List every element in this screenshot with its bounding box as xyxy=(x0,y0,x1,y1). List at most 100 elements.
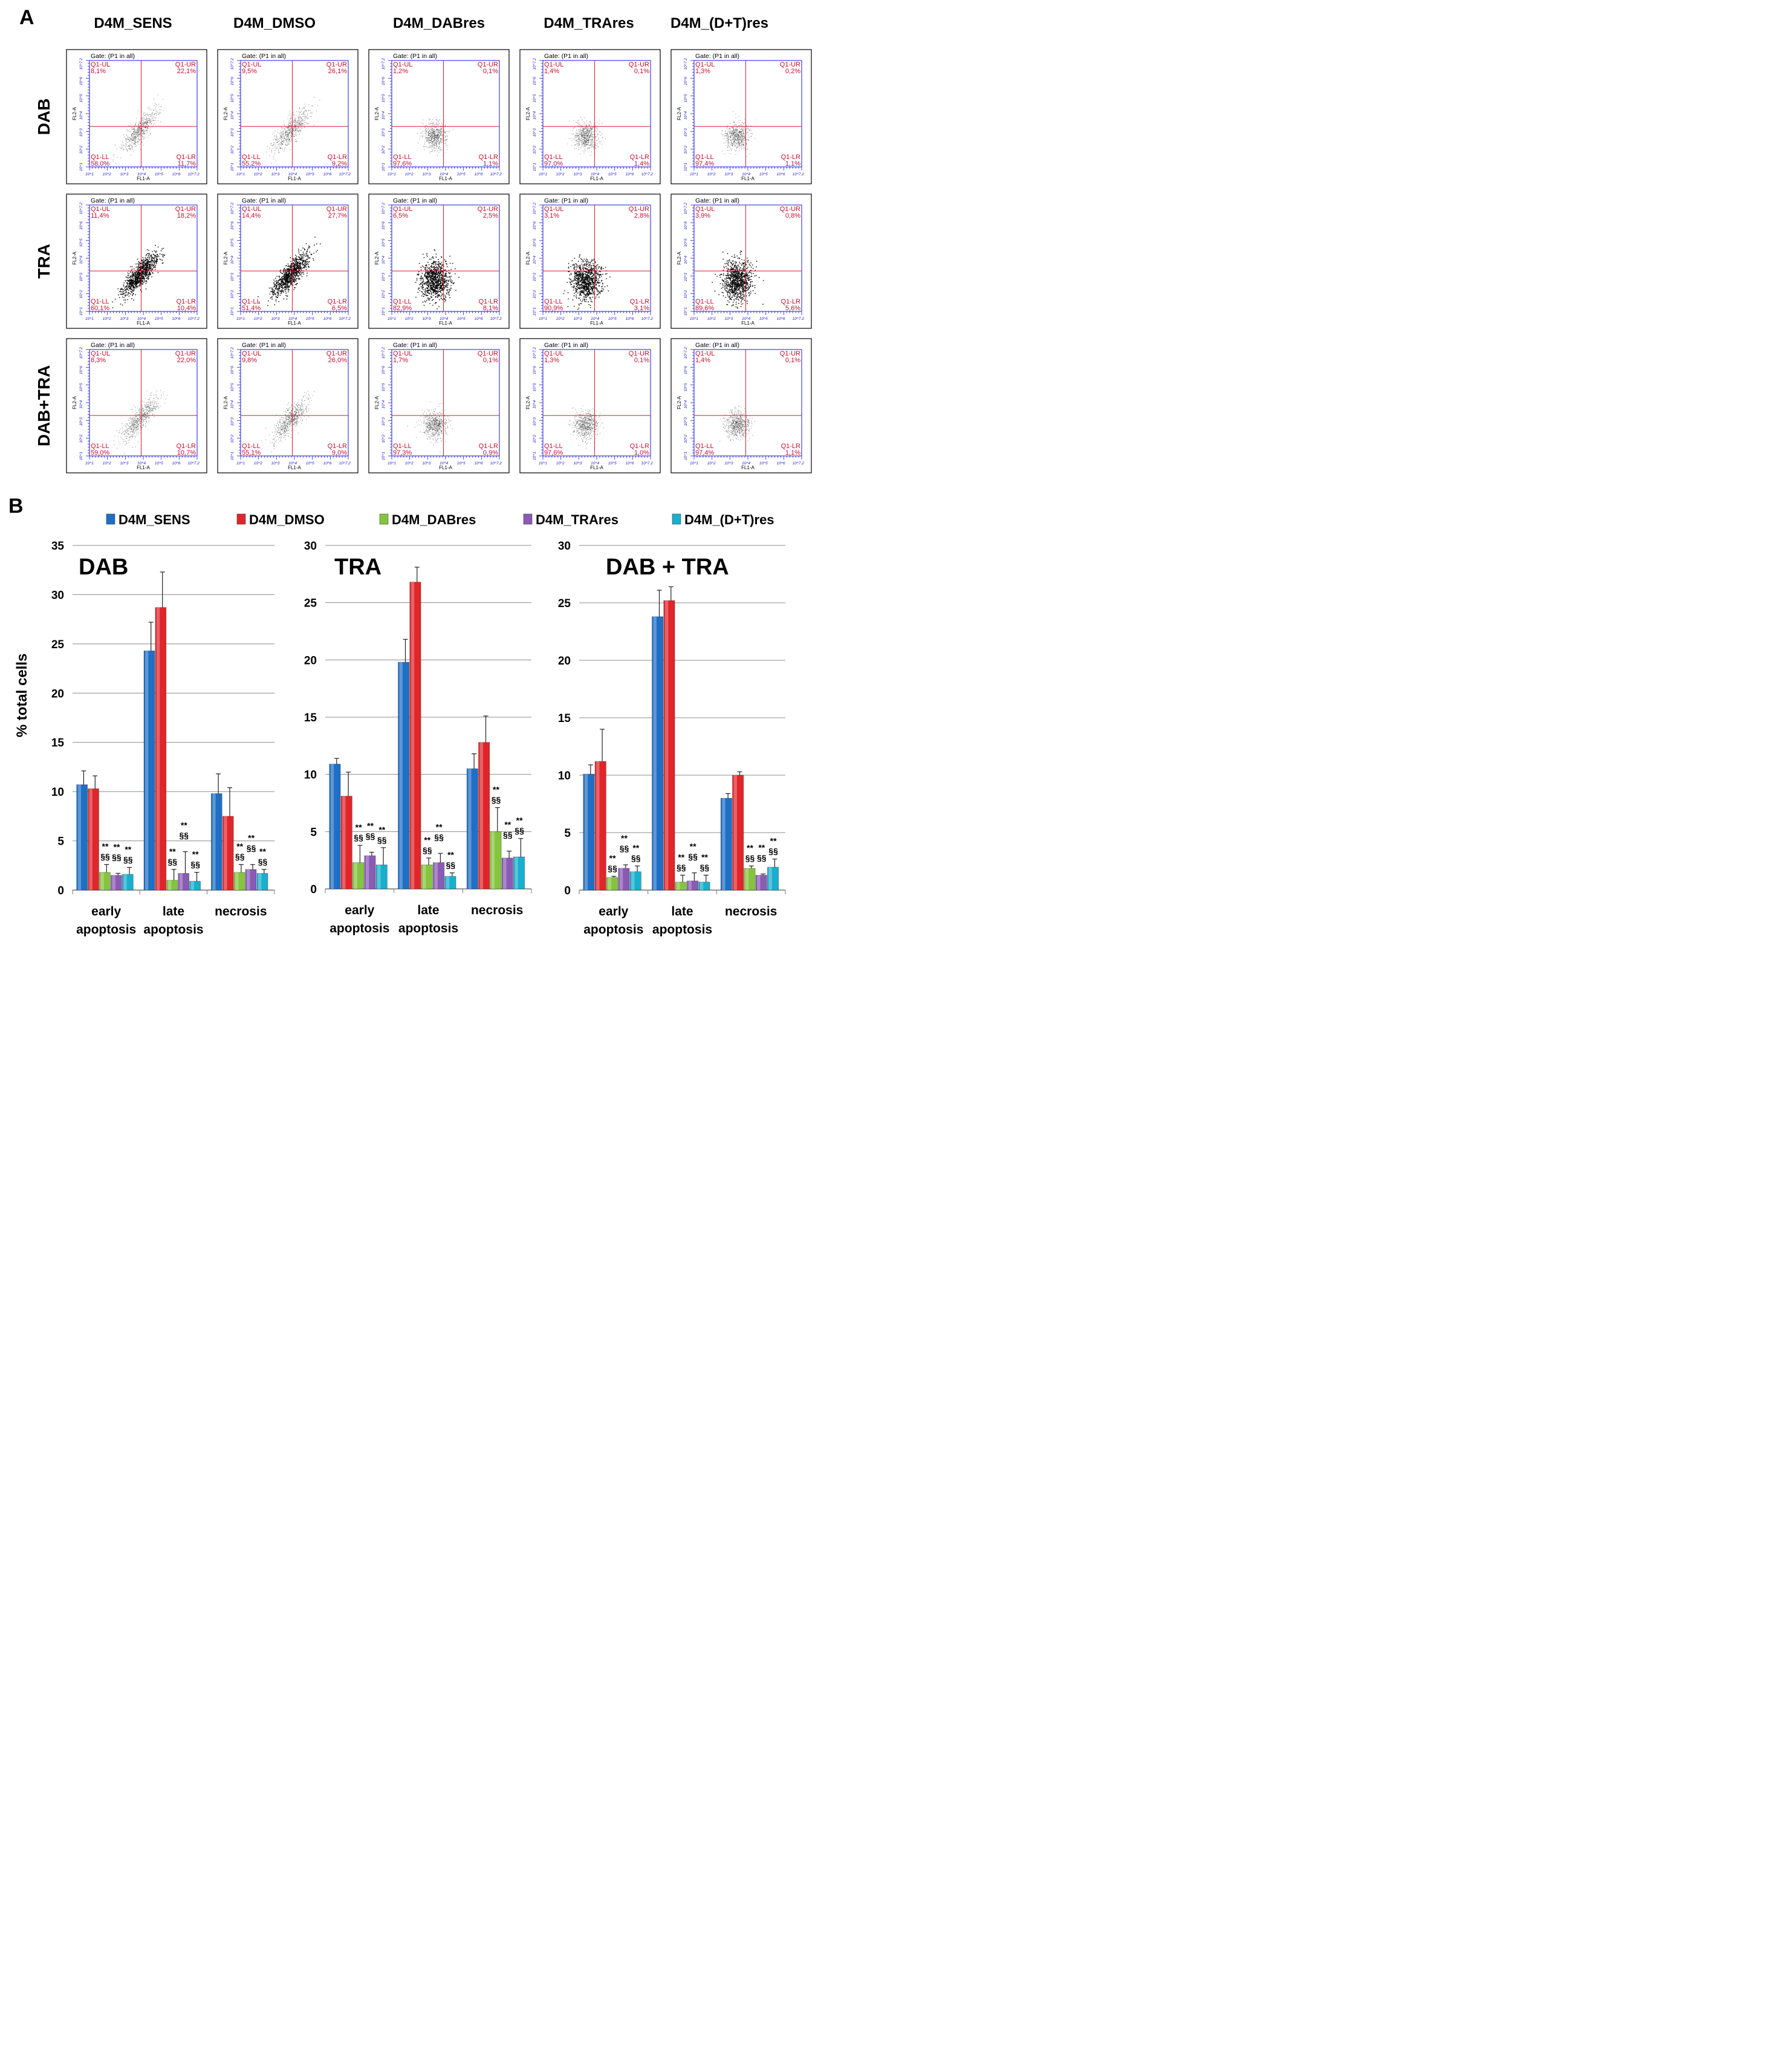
event-dot xyxy=(741,142,742,143)
event-dot xyxy=(447,145,449,146)
quadrant-ur-name: Q1-UR xyxy=(175,61,196,68)
event-dot xyxy=(599,123,600,125)
event-dot xyxy=(432,129,433,131)
event-dot xyxy=(439,129,440,131)
quadrant-ll-value: 97,0% xyxy=(544,160,563,167)
event-dot xyxy=(138,125,139,126)
quadrant-ll-value: 55,2% xyxy=(242,160,261,167)
event-dot xyxy=(433,144,434,145)
event-dot xyxy=(580,117,582,118)
event-dot xyxy=(149,254,150,256)
event-dot xyxy=(288,129,289,130)
event-dot xyxy=(135,286,137,288)
event-dot xyxy=(302,112,304,114)
event-dot xyxy=(149,122,151,123)
event-dot xyxy=(137,273,139,275)
event-dot xyxy=(424,146,426,147)
event-dot xyxy=(130,284,132,286)
event-dot xyxy=(438,134,439,135)
flow-plot: Gate: (P1 in all) 10^110^1 10^2 10^2 10^3 10^… xyxy=(217,193,359,329)
event-dot xyxy=(592,138,594,139)
event-dot xyxy=(134,143,135,144)
event-dot xyxy=(151,264,152,265)
event-dot xyxy=(297,128,298,129)
event-dot xyxy=(147,259,149,261)
event-dot xyxy=(305,110,307,111)
event-dot xyxy=(294,117,296,119)
event-dot xyxy=(300,131,301,132)
event-dot xyxy=(294,121,296,122)
event-dot xyxy=(274,149,276,151)
event-dot xyxy=(296,284,297,285)
event-dot xyxy=(132,129,133,130)
event-dot xyxy=(585,140,586,141)
x-tick-label: 10^7.2 xyxy=(188,317,200,321)
event-dot xyxy=(316,251,317,253)
event-dot xyxy=(599,141,600,142)
event-dot xyxy=(120,294,122,295)
event-dot xyxy=(141,260,143,261)
event-dot xyxy=(132,294,133,296)
event-dot xyxy=(579,134,580,135)
event-dot xyxy=(140,282,141,284)
scatter-points xyxy=(265,97,320,164)
event-dot xyxy=(740,131,741,132)
event-dot xyxy=(131,275,132,277)
event-dot xyxy=(154,262,155,264)
event-dot xyxy=(275,299,277,301)
event-dot xyxy=(139,274,140,276)
event-dot xyxy=(127,293,129,295)
event-dot xyxy=(133,299,134,301)
event-dot xyxy=(293,289,294,290)
event-dot xyxy=(305,122,307,123)
event-dot xyxy=(283,141,284,143)
event-dot xyxy=(137,258,138,260)
event-dot xyxy=(432,128,433,129)
event-dot xyxy=(287,138,288,140)
event-dot xyxy=(744,135,745,137)
x-tick-label: 10^1 xyxy=(236,172,245,177)
y-axis-label: FL2-A xyxy=(677,106,682,120)
event-dot xyxy=(134,281,136,282)
quadrant-lr-value: 1,4% xyxy=(634,160,649,167)
event-dot xyxy=(736,143,738,145)
event-dot xyxy=(153,110,154,111)
event-dot xyxy=(137,266,138,268)
event-dot xyxy=(126,294,128,296)
event-dot xyxy=(141,123,143,125)
event-dot xyxy=(741,139,742,140)
axis-ticks xyxy=(388,60,500,171)
x-tick-label: 10^6 xyxy=(172,317,181,321)
x-tick-label: 10^4 xyxy=(440,172,448,177)
event-dot xyxy=(131,291,132,293)
event-dot xyxy=(131,135,132,137)
event-dot xyxy=(313,258,314,259)
event-dot xyxy=(430,123,432,124)
event-dot xyxy=(583,132,585,134)
event-dot xyxy=(149,116,151,117)
event-dot xyxy=(438,138,440,139)
event-dot xyxy=(294,125,296,126)
event-dot xyxy=(424,135,426,137)
event-dot xyxy=(271,152,273,153)
x-tick-label: 10^3 xyxy=(271,317,279,321)
event-dot xyxy=(131,141,132,143)
event-dot xyxy=(155,252,157,253)
event-dot xyxy=(578,120,579,121)
event-dot xyxy=(579,140,580,141)
event-dot xyxy=(137,134,138,135)
event-dot xyxy=(732,143,733,144)
event-dot xyxy=(143,112,144,114)
event-dot xyxy=(441,132,443,134)
event-dot xyxy=(161,248,163,250)
event-dot xyxy=(125,294,126,296)
event-dot xyxy=(577,141,579,143)
event-dot xyxy=(143,131,144,132)
event-dot xyxy=(294,122,296,123)
event-dot xyxy=(588,140,589,141)
event-dot xyxy=(433,134,434,135)
event-dot xyxy=(123,299,125,301)
event-dot xyxy=(138,280,140,282)
event-dot xyxy=(296,111,297,112)
quadrant-ur-value: 18,2% xyxy=(177,212,196,219)
